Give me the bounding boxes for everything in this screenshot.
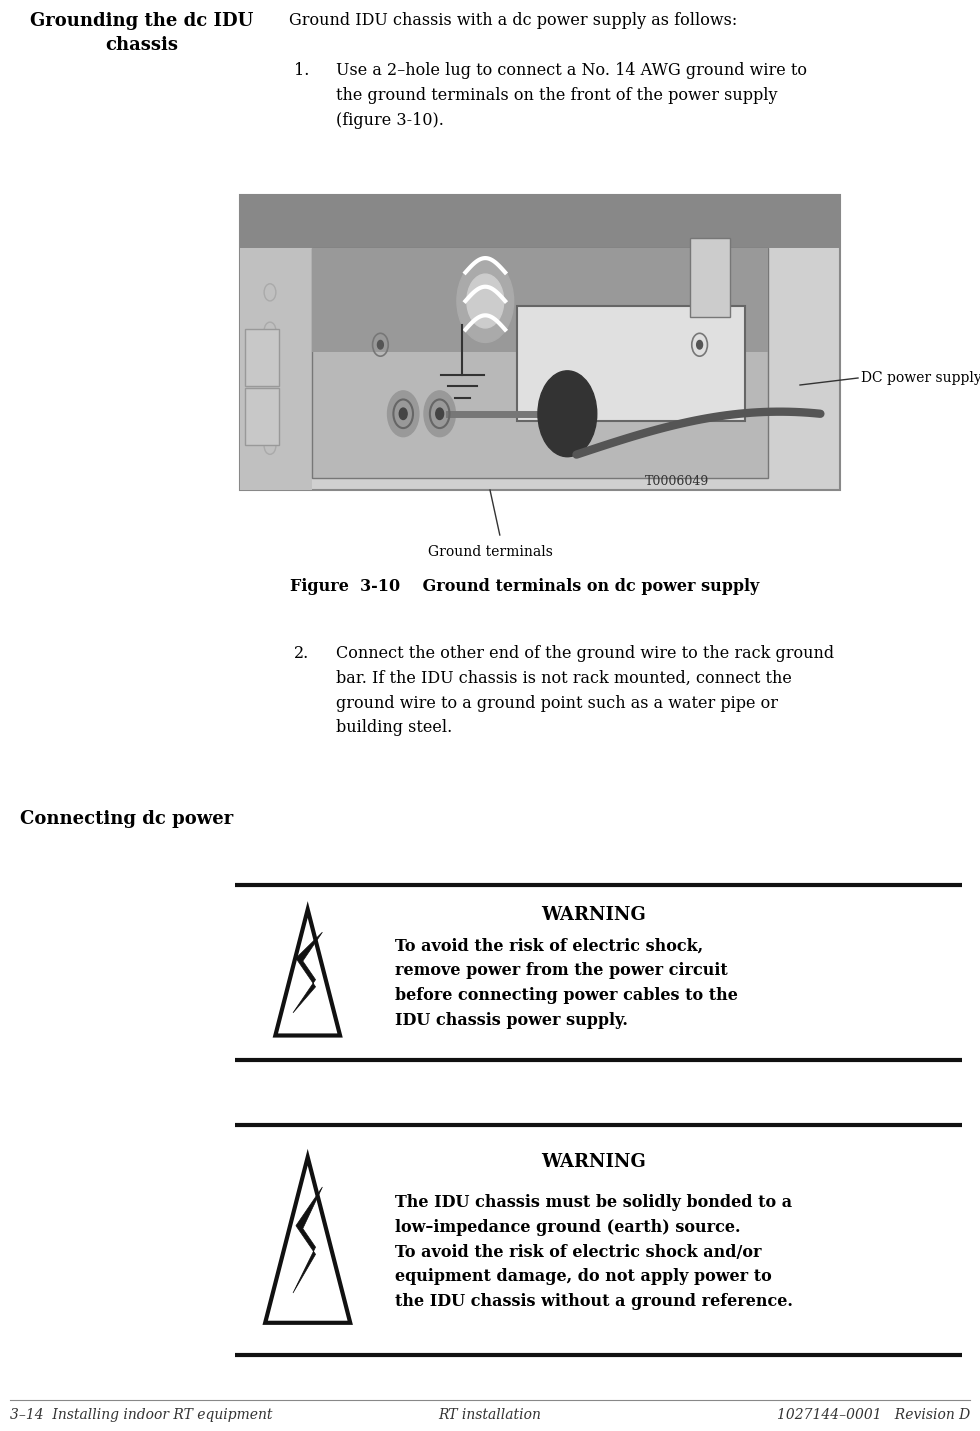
FancyBboxPatch shape xyxy=(691,239,730,318)
Circle shape xyxy=(377,341,383,349)
Text: 2.: 2. xyxy=(294,645,310,663)
Circle shape xyxy=(424,391,456,436)
FancyBboxPatch shape xyxy=(240,195,840,248)
Text: 3–14  Installing indoor RT equipment: 3–14 Installing indoor RT equipment xyxy=(10,1408,272,1422)
Circle shape xyxy=(457,259,514,342)
Polygon shape xyxy=(293,1186,322,1294)
FancyBboxPatch shape xyxy=(312,248,768,478)
Text: To avoid the risk of electric shock,
remove power from the power circuit
before : To avoid the risk of electric shock, rem… xyxy=(395,937,738,1029)
Polygon shape xyxy=(275,910,340,1036)
Text: 1.: 1. xyxy=(294,62,310,79)
Text: Ground terminals: Ground terminals xyxy=(427,545,553,560)
Text: Ground IDU chassis with a dc power supply as follows:: Ground IDU chassis with a dc power suppl… xyxy=(289,11,737,29)
Text: RT installation: RT installation xyxy=(439,1408,541,1422)
Circle shape xyxy=(697,341,703,349)
Text: Use a 2–hole lug to connect a No. 14 AWG ground wire to
the ground terminals on : Use a 2–hole lug to connect a No. 14 AWG… xyxy=(336,62,808,129)
FancyBboxPatch shape xyxy=(245,329,279,386)
Text: DC power supply: DC power supply xyxy=(861,371,980,385)
Circle shape xyxy=(436,408,444,419)
Circle shape xyxy=(538,371,597,456)
Text: 1027144–0001   Revision D: 1027144–0001 Revision D xyxy=(777,1408,970,1422)
Text: T0006049: T0006049 xyxy=(645,475,710,488)
Text: Connect the other end of the ground wire to the rack ground
bar. If the IDU chas: Connect the other end of the ground wire… xyxy=(336,645,834,737)
Text: Connecting dc power: Connecting dc power xyxy=(20,810,233,829)
FancyBboxPatch shape xyxy=(517,306,745,421)
FancyBboxPatch shape xyxy=(240,195,312,489)
Circle shape xyxy=(399,408,407,419)
FancyBboxPatch shape xyxy=(245,388,279,445)
Text: WARNING: WARNING xyxy=(541,1152,646,1171)
Polygon shape xyxy=(293,932,322,1013)
Text: The IDU chassis must be solidly bonded to a
low–impedance ground (earth) source.: The IDU chassis must be solidly bonded t… xyxy=(395,1193,793,1311)
Circle shape xyxy=(387,391,418,436)
Polygon shape xyxy=(266,1158,350,1322)
Text: Figure  3-10    Ground terminals on dc power supply: Figure 3-10 Ground terminals on dc power… xyxy=(290,578,759,595)
FancyBboxPatch shape xyxy=(240,195,840,489)
Text: WARNING: WARNING xyxy=(541,906,646,924)
FancyBboxPatch shape xyxy=(312,248,768,352)
Text: Grounding the dc IDU
chassis: Grounding the dc IDU chassis xyxy=(30,11,254,53)
Circle shape xyxy=(466,275,504,328)
